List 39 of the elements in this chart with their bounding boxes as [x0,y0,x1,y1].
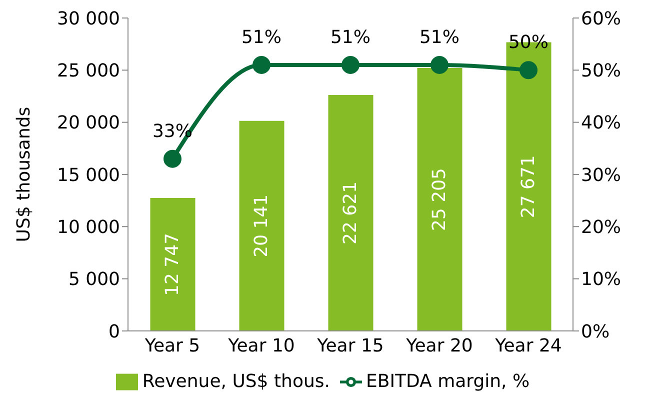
y-axis-title: US$ thousands [13,106,34,242]
legend-label: EBITDA margin, % [366,370,530,392]
data-label: 22 621 [340,181,362,244]
y-tick-label: 0 [108,321,120,342]
bar [417,68,462,331]
bar [328,94,374,331]
y-tick-label: 5 000 [68,269,120,290]
point [520,61,538,80]
data-label: 20 141 [251,194,272,258]
y2-tick-label: 40% [581,112,622,134]
point [342,56,360,74]
point [252,56,270,74]
x-tick-label: Year 24 [494,336,562,357]
y2-tick-label: 60% [581,8,622,30]
legend-label: Revenue, US$ thous. [142,370,330,392]
y-tick-label: 30 000 [57,8,120,30]
data-label: 25 205 [429,168,450,231]
bar [239,120,284,331]
data-label: 12 747 [162,232,184,296]
y-tick-label: 25 000 [57,60,120,82]
x-tick-label: Year 20 [405,336,473,357]
y-tick-label: 15 000 [57,164,120,186]
x-tick-label: Year 15 [316,336,384,357]
data-label: 51% [330,26,371,48]
y2-tick-label: 0% [581,321,610,342]
y2-tick-label: 20% [581,217,622,238]
data-label: 51% [419,26,460,48]
point [164,150,182,168]
point [430,56,448,74]
y-tick-label: 10 000 [57,217,120,238]
data-label: 51% [241,26,282,48]
y2-tick-label: 30% [581,164,622,186]
y2-tick-label: 50% [581,60,622,82]
x-tick-label: Year 10 [227,336,295,357]
data-label: 27 671 [518,155,540,218]
y-tick-label: 20 000 [57,112,120,134]
bar [150,198,196,331]
x-tick-label: Year 5 [144,336,200,357]
y2-tick-label: 10% [581,269,622,290]
